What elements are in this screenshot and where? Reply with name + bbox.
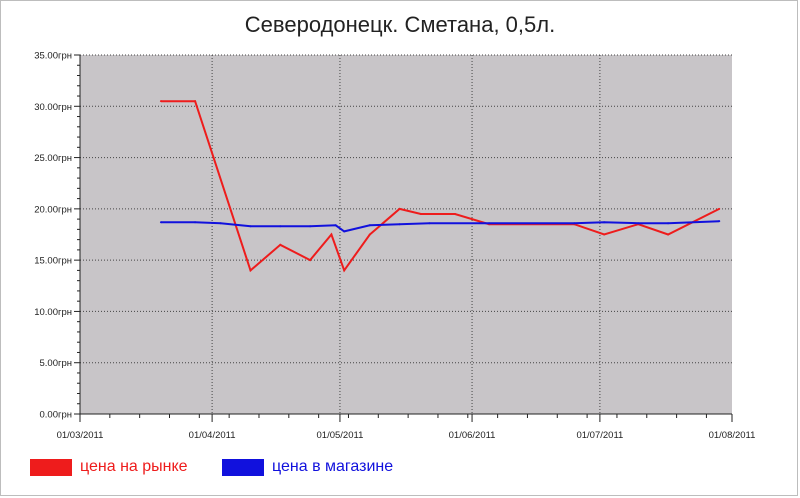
data-point-store [573, 222, 576, 225]
data-point-market [159, 100, 162, 103]
legend-label-store: цена в магазине [272, 458, 394, 475]
legend-item-market: цена на рынке [30, 458, 188, 476]
chart-title: Северодонецк. Сметана, 0,5л. [244, 12, 556, 37]
x-tick-label: 01/08/2011 [709, 430, 756, 441]
data-point-store [603, 221, 606, 224]
y-tick-label: 25.00грн [34, 153, 72, 164]
data-point-market [279, 243, 282, 246]
legend-item-store: цена в магазине [222, 458, 393, 476]
data-point-market [398, 207, 401, 210]
x-tick-label: 01/05/2011 [317, 430, 364, 441]
data-point-market [667, 233, 670, 236]
data-point-store [334, 224, 337, 227]
data-point-market [603, 233, 606, 236]
data-point-store [309, 225, 312, 228]
data-point-store [194, 221, 197, 224]
data-point-store [279, 225, 282, 228]
y-tick-label: 10.00грн [34, 307, 72, 318]
data-point-market [454, 212, 457, 215]
data-point-store [159, 221, 162, 224]
data-point-store [219, 222, 222, 225]
data-point-market [343, 269, 346, 272]
legend-swatch-store [222, 458, 264, 476]
data-point-market [309, 259, 312, 262]
x-tick-label: 01/07/2011 [576, 430, 623, 441]
x-tick-label: 01/04/2011 [189, 430, 236, 441]
legend-swatch-market [30, 458, 72, 476]
x-tick-label: 01/03/2011 [57, 430, 104, 441]
legend-label-market: цена на рынке [80, 458, 188, 475]
y-tick-label: 5.00грн [40, 358, 73, 369]
data-point-market [368, 233, 371, 236]
data-point-store [718, 220, 721, 223]
y-tick-label: 30.00грн [34, 102, 72, 113]
y-tick-label: 20.00грн [34, 204, 72, 215]
data-point-store [368, 224, 371, 227]
data-point-store [428, 222, 431, 225]
data-point-market [194, 100, 197, 103]
data-point-store [488, 222, 491, 225]
data-point-market [718, 207, 721, 210]
data-point-store [637, 222, 640, 225]
data-point-market [419, 212, 422, 215]
plot-area [80, 55, 732, 414]
data-point-market [330, 233, 333, 236]
data-point-market [249, 269, 252, 272]
data-point-store [667, 222, 670, 225]
data-point-store [398, 223, 401, 226]
x-tick-label: 01/06/2011 [449, 430, 496, 441]
y-tick-label: 15.00грн [34, 256, 72, 267]
y-tick-label: 0.00грн [40, 410, 73, 421]
data-point-store [249, 225, 252, 228]
y-tick-label: 35.00грн [34, 51, 72, 62]
data-point-store [343, 230, 346, 233]
